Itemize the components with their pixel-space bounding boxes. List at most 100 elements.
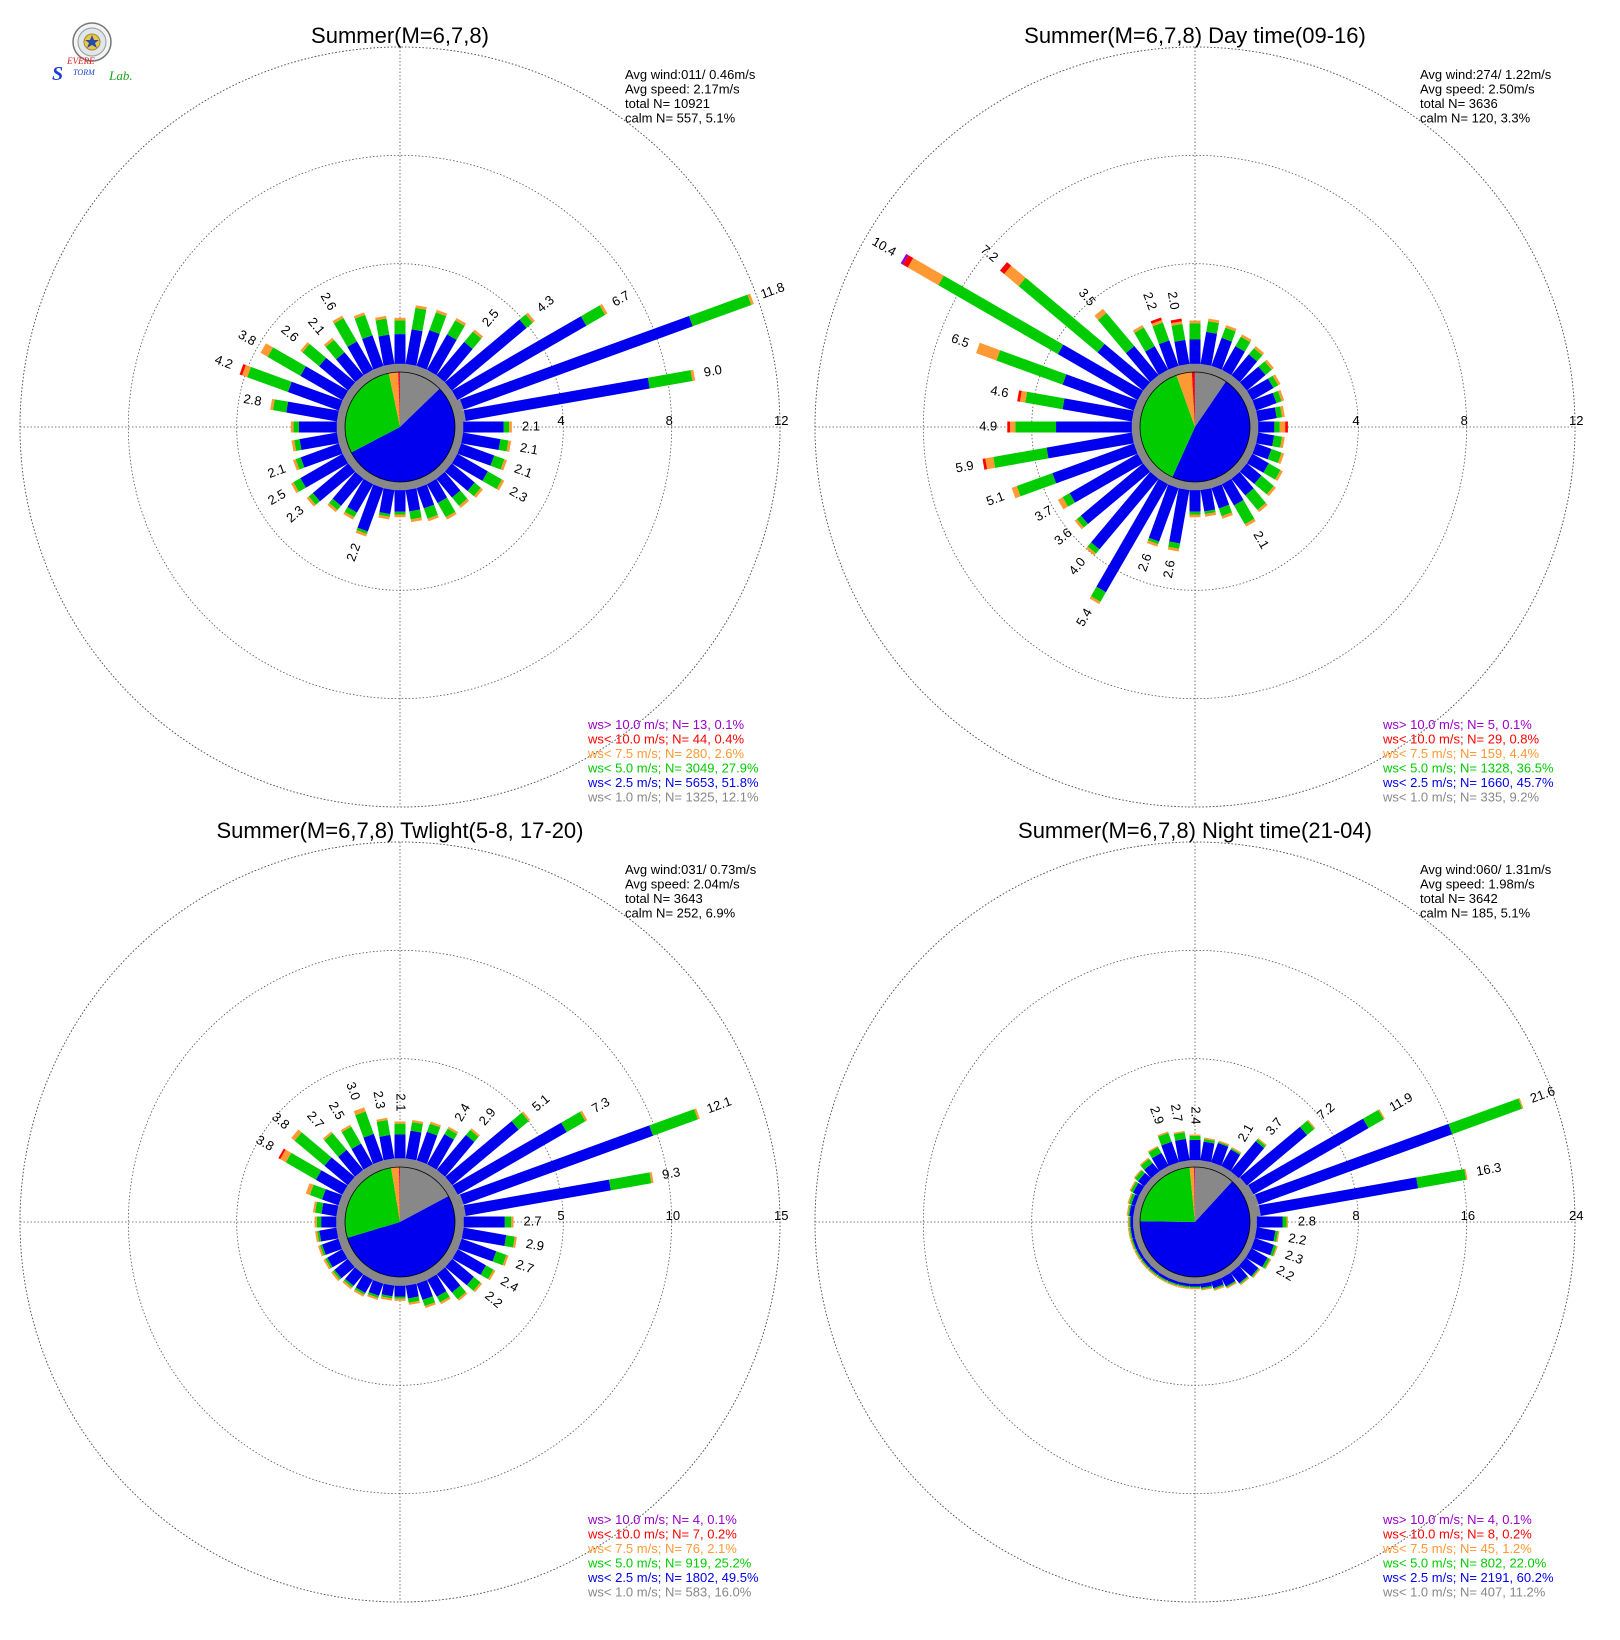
bar-segment bbox=[504, 1216, 512, 1228]
bar-segment bbox=[342, 390, 356, 405]
bar-segment bbox=[323, 1258, 331, 1270]
bar-segment bbox=[353, 1107, 366, 1116]
bar-value-label: 3.8 bbox=[269, 1109, 292, 1132]
bar-segment bbox=[1231, 354, 1258, 383]
bar-segment bbox=[411, 307, 427, 332]
bar-segment bbox=[451, 453, 488, 481]
bar-segment bbox=[1178, 1160, 1191, 1169]
bar-segment bbox=[690, 369, 696, 382]
bar-segment bbox=[1235, 336, 1251, 352]
bar-value-label: 2.7 bbox=[304, 1108, 327, 1131]
bar-value-label: 2.8 bbox=[1298, 1213, 1316, 1228]
bar-segment bbox=[506, 440, 512, 452]
bar-segment bbox=[436, 1291, 450, 1303]
pie-slice bbox=[1140, 1167, 1195, 1222]
bar-value-label: 2.1 bbox=[266, 461, 288, 481]
bar-value-label: 10.4 bbox=[870, 234, 899, 260]
bar-segment bbox=[394, 363, 406, 372]
bar-segment bbox=[452, 1285, 467, 1300]
bar-segment bbox=[1208, 1162, 1222, 1173]
bar-segment bbox=[1130, 1227, 1136, 1239]
bar-segment bbox=[321, 1216, 337, 1228]
bar-segment bbox=[1250, 421, 1259, 433]
bar-segment bbox=[383, 363, 396, 374]
bar-value-label: 7.3 bbox=[589, 1094, 612, 1116]
bar-segment bbox=[1203, 1138, 1215, 1144]
bar-segment bbox=[1178, 480, 1191, 491]
bar-segment bbox=[293, 421, 299, 433]
bar-segment bbox=[1137, 449, 1151, 464]
logo-emblem-icon bbox=[72, 22, 112, 62]
bar-segment bbox=[409, 509, 422, 520]
bar-segment bbox=[347, 478, 374, 513]
bar-segment bbox=[394, 1277, 406, 1286]
pie-slice bbox=[391, 1167, 400, 1222]
bar-segment bbox=[285, 1152, 322, 1180]
bar-segment bbox=[381, 1294, 393, 1299]
tick-label: 8 bbox=[666, 413, 673, 428]
bar-segment bbox=[1245, 488, 1266, 511]
bar-segment bbox=[453, 431, 464, 444]
bar-segment bbox=[1217, 369, 1232, 383]
bar-segment bbox=[344, 507, 357, 518]
bar-segment bbox=[342, 1280, 353, 1290]
bar-segment bbox=[1239, 1244, 1252, 1258]
bar-segment bbox=[1199, 363, 1212, 374]
bar-segment bbox=[464, 331, 482, 349]
legend-entry: ws< 2.5 m/s; N= 1660, 45.7% bbox=[1382, 775, 1554, 790]
bar-segment bbox=[438, 382, 452, 396]
bar-segment bbox=[267, 347, 306, 376]
bar-segment bbox=[1221, 1149, 1241, 1172]
bar-segment bbox=[1244, 1235, 1255, 1249]
stats-line: Avg speed: 2.50m/s bbox=[1420, 82, 1535, 97]
bar-segment bbox=[455, 1216, 464, 1228]
bar-segment bbox=[1169, 488, 1190, 544]
bar-segment bbox=[1204, 512, 1217, 517]
bar-segment bbox=[383, 480, 396, 491]
bar-value-label: 2.5 bbox=[265, 486, 288, 508]
bar-segment bbox=[459, 315, 693, 410]
bar-segment bbox=[1225, 325, 1237, 332]
bar-segment bbox=[1225, 1280, 1237, 1288]
bar-segment bbox=[1133, 1205, 1142, 1218]
bar-segment bbox=[1149, 1265, 1160, 1275]
bar-segment bbox=[1057, 497, 1069, 510]
bar-segment bbox=[332, 1269, 342, 1280]
bar-segment bbox=[1151, 1152, 1169, 1172]
bar-segment bbox=[333, 317, 357, 347]
bar-segment bbox=[1189, 323, 1201, 340]
bar-segment bbox=[405, 329, 423, 366]
bar-value-label: 2.2 bbox=[482, 1288, 505, 1311]
pie-slice bbox=[1140, 1181, 1250, 1277]
bar-segment bbox=[521, 1111, 531, 1122]
bar-segment bbox=[1258, 361, 1272, 375]
bar-segment bbox=[1189, 1139, 1201, 1161]
bar-segment bbox=[1200, 331, 1218, 366]
bar-segment bbox=[1137, 1172, 1152, 1187]
bar-segment bbox=[423, 504, 438, 519]
bar-value-label: 2.0 bbox=[1165, 290, 1183, 310]
bar-value-label: 2.5 bbox=[479, 306, 502, 329]
bar-segment bbox=[336, 1226, 347, 1239]
bar-segment bbox=[445, 1258, 474, 1286]
bar-value-label: 2.6 bbox=[1134, 551, 1154, 573]
bar-segment bbox=[1217, 1165, 1231, 1178]
bar-segment bbox=[561, 1111, 586, 1133]
bar-segment bbox=[1230, 1141, 1265, 1179]
bar-segment bbox=[1174, 339, 1190, 366]
bar-segment bbox=[1233, 1177, 1247, 1191]
bar-segment bbox=[1239, 390, 1253, 405]
bar-segment bbox=[394, 511, 406, 515]
bar-segment bbox=[345, 1267, 364, 1286]
bar-segment bbox=[324, 1157, 355, 1186]
bar-segment bbox=[492, 1251, 507, 1266]
bar-segment bbox=[938, 275, 1064, 355]
bar-segment bbox=[1161, 1141, 1180, 1166]
pie-outline bbox=[1139, 371, 1251, 483]
legend-entry: ws< 10.0 m/s; N= 8, 0.2% bbox=[1382, 1527, 1532, 1542]
bar-segment bbox=[1208, 318, 1220, 324]
bar-value-label: 16.3 bbox=[1475, 1160, 1503, 1179]
bar-segment bbox=[976, 342, 1001, 361]
bar-segment bbox=[340, 1124, 352, 1133]
bar-segment bbox=[404, 1158, 417, 1169]
